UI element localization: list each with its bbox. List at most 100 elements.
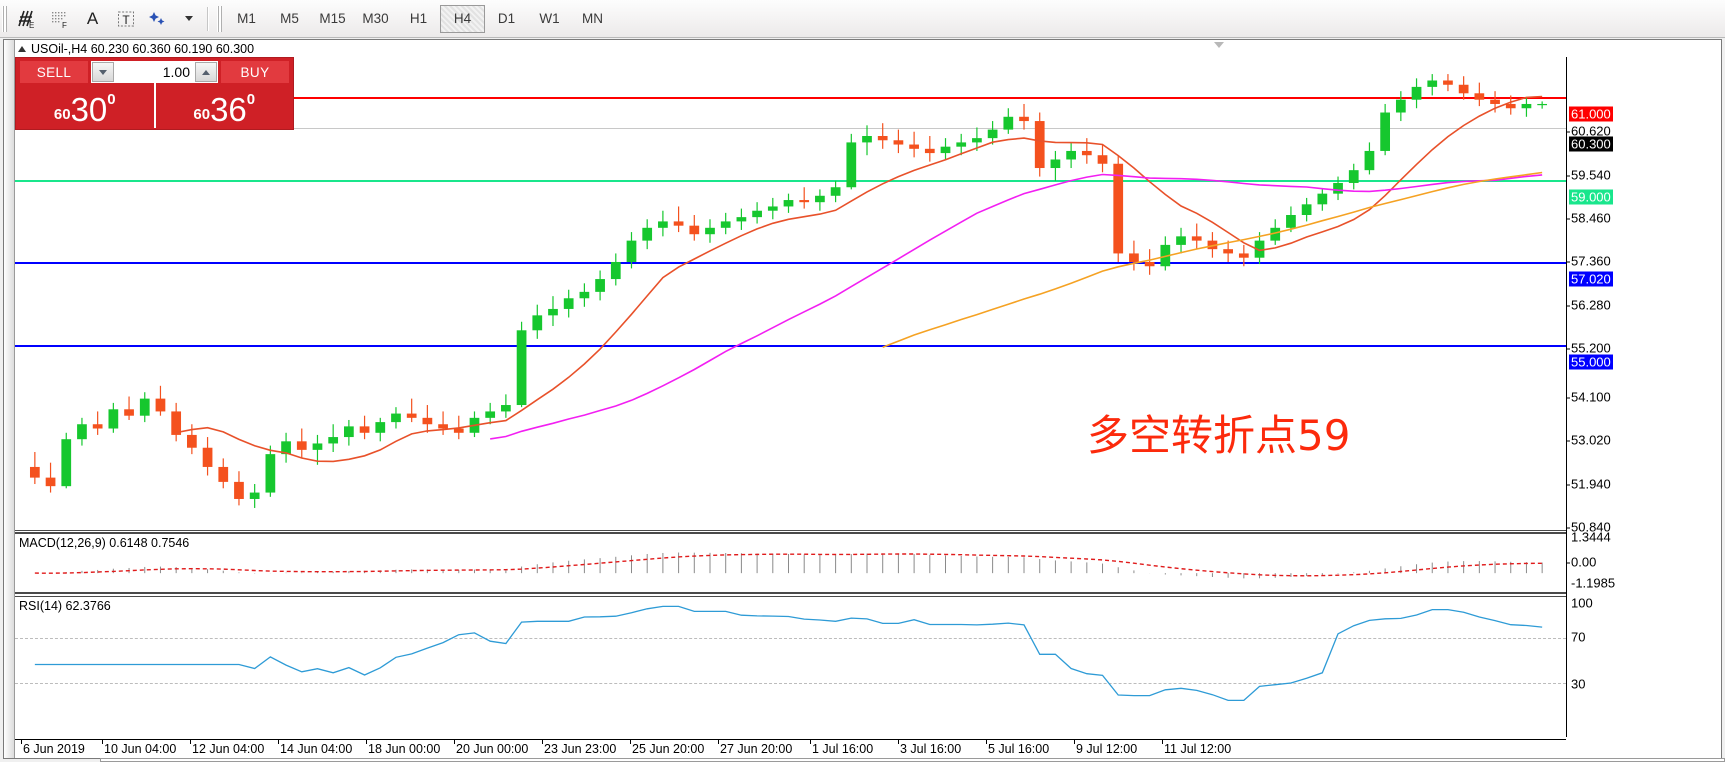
macd-label: MACD(12,26,9) 0.6148 0.7546 [19,536,190,550]
status-bar-progress [100,758,1725,762]
crosshair-grid-icon[interactable]: F [43,4,76,34]
toolbar-grip[interactable] [2,5,7,32]
time-axis[interactable]: 6 Jun 2019 10 Jun 04:00 12 Jun 04:00 14 Jun… [15,739,1566,761]
sell-button[interactable]: SELL [20,61,88,83]
macd-axis-label: -1.1985 [1571,575,1616,591]
rsi-chart [34,605,1543,702]
timeframe-h4[interactable]: H4 [440,4,485,33]
price-axis-label: 57.360 [1567,254,1611,269]
svg-text:E: E [29,21,34,30]
symbol-ohlc-label: USOil-,H4 60.230 60.360 60.190 60.300 [31,41,255,56]
price-axis-label: 60.620 [1567,124,1611,139]
symbol-info-bar: USOil-,H4 60.230 60.360 60.190 60.300 [15,40,1721,57]
templates-icon[interactable] [142,4,175,34]
time-axis-tick [1162,740,1163,744]
time-axis-label: 27 Jun 20:00 [720,742,793,756]
collapse-triangle-icon[interactable] [18,45,26,52]
time-axis-label: 12 Jun 04:00 [192,742,265,756]
text-tool-icon[interactable]: A [86,8,99,28]
time-axis-tick [718,740,719,744]
hline-59000 [15,180,1566,182]
macd-chart [34,552,1543,579]
timeframe-m30[interactable]: M30 [362,11,389,26]
volume-field[interactable]: 1.00 [91,61,218,83]
rsi-axis-label: 100 [1571,595,1593,611]
sell-price-display[interactable]: 60 30 0 [16,83,154,128]
price-axis-tag: 60.300 [1569,136,1613,152]
hline-57020 [15,262,1566,264]
price-axis-label: 51.940 [1567,477,1611,492]
time-axis-tick [366,740,367,744]
chart-annotation-text: 多空转折点59 [1087,411,1351,460]
time-axis-tick [102,740,103,744]
timeframe-grip[interactable] [217,5,222,32]
chart-scroll-marker-icon [1214,42,1224,48]
timeframe-d1[interactable]: D1 [497,11,516,26]
volume-increment-button[interactable] [195,62,217,82]
svg-text:F: F [62,21,67,30]
rsi-level-30 [15,683,1566,684]
macd-axis-label: 1.3444 [1571,529,1611,545]
macd-axis-label: 0.00 [1567,555,1596,570]
time-axis-label: 14 Jun 04:00 [280,742,353,756]
price-axis-label: 56.280 [1567,298,1611,313]
time-axis-tick [1074,740,1075,744]
sell-price-big-figure: 60 [53,106,71,123]
timeframe-m15[interactable]: M15 [319,11,346,26]
timeframe-mn[interactable]: MN [582,11,603,26]
time-axis-label: 18 Jun 00:00 [368,742,441,756]
text-label-icon[interactable]: T [109,4,142,34]
buy-price-display[interactable]: 60 36 0 [153,83,294,128]
buy-price-big-figure: 60 [193,106,211,123]
buy-button[interactable]: BUY [221,61,289,83]
volume-decrement-button[interactable] [92,62,114,82]
time-axis-label: 25 Jun 20:00 [632,742,705,756]
timeframe-m5[interactable]: M5 [280,11,299,26]
time-axis-tick [810,740,811,744]
chart-area: USOil-,H4 60.230 60.360 60.190 60.300 多空… [3,39,1722,759]
time-axis-tick [278,740,279,744]
toolbar-separator [207,6,209,31]
time-axis-tick [454,740,455,744]
price-axis-label: 55.200 [1567,341,1611,356]
timeframe-h1[interactable]: H1 [409,11,428,26]
time-axis-label: 11 Jul 12:00 [1164,742,1232,756]
templates-dropdown-icon[interactable] [175,4,201,34]
hline-55000 [15,345,1566,347]
indicators-icon[interactable]: E [10,4,43,34]
timeframe-w1[interactable]: W1 [539,11,560,26]
one-click-trading-panel[interactable]: SELL 1.00 BUY 60 30 0 60 36 0 [15,57,294,130]
rsi-pane[interactable]: RSI(14) 62.3766 [15,596,1566,737]
price-axis-tag: 59.000 [1569,189,1613,205]
price-axis-tag: 55.000 [1569,354,1613,370]
time-axis-label: 20 Jun 00:00 [456,742,529,756]
price-axis-tag: 61.000 [1569,106,1613,122]
hline-60300 [15,128,1566,129]
time-axis-label: 9 Jul 12:00 [1076,742,1138,756]
chart-vertical-scrollbar[interactable] [4,40,15,758]
price-axis[interactable]: 61.000 60.620 60.300 59.540 59.000 58.460 57.3… [1566,57,1721,737]
time-axis-label: 10 Jun 04:00 [104,742,177,756]
rsi-axis-label: 70 [1571,629,1586,645]
timeframe-m1[interactable]: M1 [237,11,256,26]
time-axis-tick [542,740,543,744]
time-axis-tick [986,740,987,744]
svg-text:T: T [122,13,130,27]
price-axis-tag: 57.020 [1569,271,1613,287]
time-axis-label: 6 Jun 2019 [23,742,85,756]
buy-price-fraction: 0 [246,91,256,108]
main-toolbar: E F A [0,0,1725,38]
rsi-label: RSI(14) 62.3766 [19,599,111,613]
price-axis-label: 54.100 [1567,390,1611,405]
sell-price-pips: 30 [70,91,108,128]
time-axis-tick [630,740,631,744]
time-axis-label: 5 Jul 16:00 [988,742,1050,756]
price-pane[interactable]: 多空转折点59 [15,57,1566,531]
rsi-axis-label: 30 [1571,676,1586,692]
hline-61000 [15,97,1566,99]
price-axis-label: 50.840 [1567,520,1611,535]
macd-pane[interactable]: MACD(12,26,9) 0.6148 0.7546 [15,532,1566,594]
time-axis-tick [898,740,899,744]
volume-value[interactable]: 1.00 [114,62,195,82]
